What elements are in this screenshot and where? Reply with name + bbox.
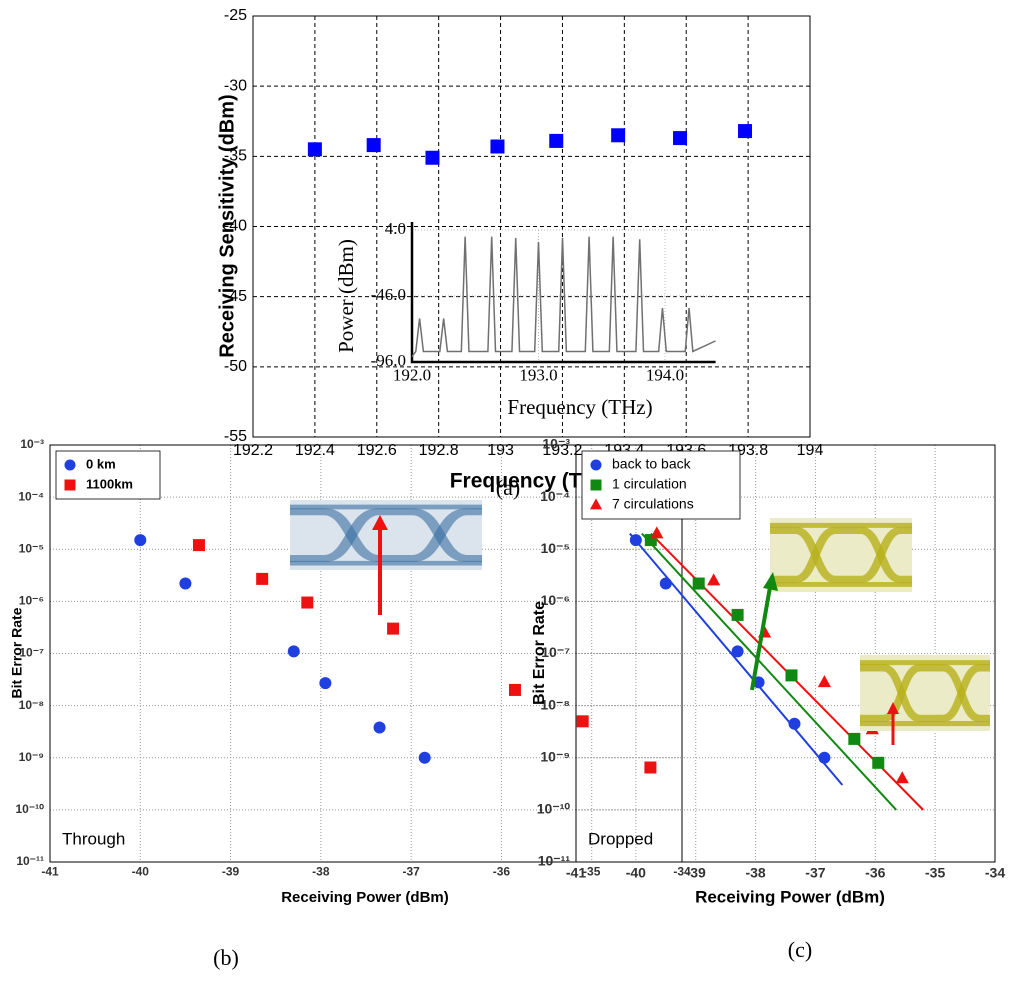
data-point [193,539,205,551]
legend-label: 0 km [86,456,116,471]
legend-marker [65,480,76,491]
x-tick-label: 192.4 [295,442,335,459]
x-tick-label: -36 [865,865,885,881]
data-point [848,733,860,745]
y-axis-label: Power (dBm) [334,239,358,353]
x-tick-label: -39 [686,865,706,881]
y-tick-label: -30 [224,77,247,94]
data-point [788,718,800,730]
annotation: Dropped [588,829,653,848]
x-tick-label: 193.0 [519,365,557,384]
y-tick-label: 10⁻⁵ [540,540,570,556]
x-tick-label: -40 [626,865,646,881]
x-tick-label: -37 [805,865,825,881]
eye-diagram [770,518,912,592]
legend-marker [591,480,602,491]
data-point [301,597,313,609]
data-point [308,142,322,156]
data-point [387,623,399,635]
x-tick-label: 193 [487,442,514,459]
data-point [288,645,300,657]
y-tick-label: -55 [224,428,247,445]
x-tick-label: 194 [797,442,824,459]
data-point [738,124,752,138]
y-tick-label: 10⁻⁵ [19,541,44,555]
data-point [179,578,191,590]
data-point [374,722,386,734]
y-tick-label: 4.0 [385,219,406,238]
data-point [673,131,687,145]
y-tick-label: -50 [224,358,247,375]
y-tick-label: 10⁻¹¹ [16,854,44,868]
data-point [549,134,563,148]
y-tick-label: 10⁻⁴ [18,489,44,503]
data-point [256,573,268,585]
legend-marker [591,460,602,471]
x-tick-label: 194.0 [646,365,684,384]
caption: (c) [788,937,812,962]
y-tick-label: -96.0 [371,351,406,370]
x-tick-label: -34 [985,865,1005,881]
x-tick-label: -38 [312,864,330,878]
x-axis-label: Receiving Power (dBm) [695,887,885,906]
x-tick-label: -36 [493,864,511,878]
y-tick-label: 10⁻⁹ [540,748,570,764]
y-tick-label: 10⁻⁹ [19,750,44,764]
legend-label: back to back [612,456,692,472]
y-axis-label: Bit Error Rate [9,607,25,698]
legend-label: 1 circulation [612,476,687,492]
data-point [785,669,797,681]
data-point [577,715,589,727]
y-tick-label: 10⁻⁴ [540,488,570,504]
y-tick-label: 10⁻¹⁰ [16,802,45,816]
x-axis-label: Receiving Power (dBm) [281,889,449,906]
y-tick-label: 10⁻⁶ [19,594,44,608]
y-tick-label: 10⁻³ [542,436,570,452]
x-tick-label: -40 [132,864,150,878]
data-point [732,645,744,657]
x-axis-label: Frequency (THz) [507,395,652,419]
y-tick-label: 10⁻³ [20,437,44,451]
legend-marker [65,460,76,471]
data-point [630,534,642,546]
eye-diagram [290,500,482,570]
legend-label: 1100km [86,476,133,491]
data-point [134,534,146,546]
x-tick-label: -39 [222,864,240,878]
y-tick-label: 10⁻⁸ [19,698,44,712]
data-point [693,578,705,590]
y-tick-label: -46.0 [371,285,406,304]
data-point [425,151,439,165]
x-tick-label: -35 [925,865,945,881]
y-tick-label: -25 [224,7,247,24]
data-point [644,762,656,774]
caption: (b) [213,945,239,970]
y-axis-label: Bit Error Rate [531,601,548,705]
y-tick-label: 10⁻¹⁰ [537,801,571,817]
y-tick-label: 10⁻¹¹ [538,853,571,869]
data-point [419,752,431,764]
caption: (a) [496,475,520,500]
x-tick-label: -38 [745,865,765,881]
data-point [490,140,504,154]
legend-label: 7 circulations [612,496,694,512]
eye-diagram [860,655,990,731]
x-tick-label: 192.8 [419,442,459,459]
x-tick-label: 192.6 [357,442,397,459]
data-point [660,578,672,590]
data-point [319,677,331,689]
x-tick-label: -37 [402,864,420,878]
y-axis-label: Receiving Sensitivity (dBm) [216,94,238,357]
figure: 192.2192.4192.6192.8193193.2193.4193.619… [0,0,1016,982]
data-point [872,757,884,769]
data-point [509,684,521,696]
data-point [611,128,625,142]
data-point [818,752,830,764]
data-point [367,138,381,152]
data-point [732,609,744,621]
annotation: Through [62,829,125,848]
